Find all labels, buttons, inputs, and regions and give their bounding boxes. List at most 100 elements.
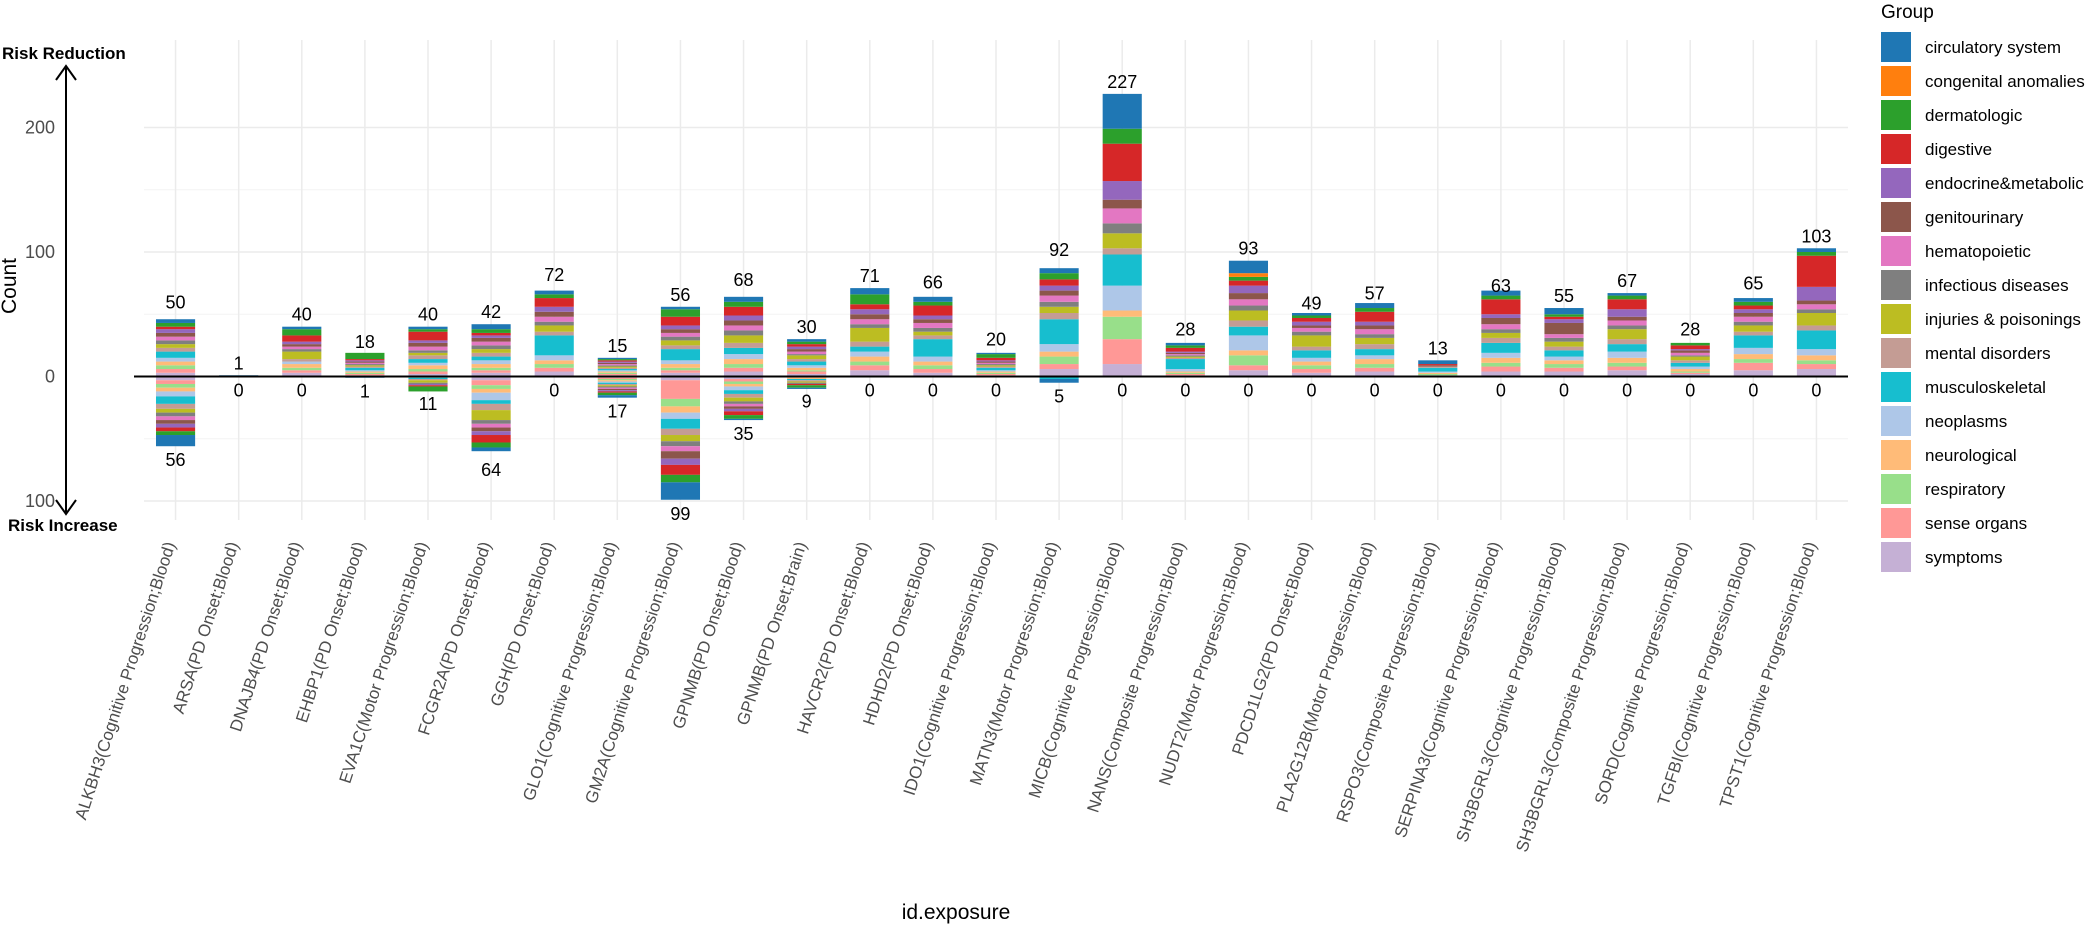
bar-segment <box>1670 366 1710 370</box>
bar-segment <box>1544 314 1584 317</box>
bar-segment <box>976 366 1016 368</box>
bar-segment <box>345 359 385 361</box>
bar-segment <box>850 346 890 352</box>
bar-segment <box>1481 342 1521 353</box>
bar-segment <box>155 380 196 384</box>
bar-segment <box>1102 285 1142 311</box>
bar-segment <box>976 372 1016 375</box>
bar-segment <box>534 306 574 312</box>
bar-segment <box>155 427 196 432</box>
bar-segment <box>723 354 764 360</box>
bar-segment <box>1733 321 1773 326</box>
bar-segment <box>1733 362 1773 371</box>
bar-segment <box>1607 344 1647 352</box>
bar-segment <box>1102 248 1142 255</box>
bar-segment <box>1544 316 1584 320</box>
positive-total-label: 28 <box>1175 320 1195 340</box>
bar-segment <box>345 352 385 360</box>
bar-segment <box>913 356 953 362</box>
positive-total-label: 40 <box>292 305 312 325</box>
bar-segment <box>1481 332 1521 338</box>
bar-segment <box>850 341 890 347</box>
bar-segment <box>913 315 953 320</box>
bar-segment <box>1733 370 1773 377</box>
bar-segment <box>723 401 764 404</box>
bar-segment <box>660 325 701 330</box>
bar-segment <box>660 345 701 350</box>
bar-segment <box>787 381 827 383</box>
bar-segment <box>282 367 322 371</box>
bar-segment <box>408 369 448 372</box>
bar-segment <box>534 335 574 356</box>
bar-segment <box>723 376 764 379</box>
bar-segment <box>408 352 448 356</box>
bar-segment <box>850 294 890 305</box>
legend-swatch <box>1881 304 1911 334</box>
x-tick-label: EHBP1(PD Onset;Blood) <box>292 539 368 725</box>
bar-segment <box>1039 285 1079 291</box>
bar-segment <box>1165 347 1205 352</box>
legend-label: congenital anomalies <box>1925 72 2085 91</box>
bar-segment <box>471 442 511 448</box>
bar-segment <box>155 336 196 341</box>
bar-segment <box>1544 364 1584 368</box>
bar-segment <box>976 374 1016 376</box>
bar-segment <box>850 327 890 342</box>
bar-segment <box>1607 370 1647 377</box>
bar-segment <box>597 382 637 384</box>
bar-segment <box>1670 360 1710 363</box>
bar-segment <box>913 339 953 357</box>
legend-swatch <box>1881 100 1911 130</box>
positive-total-label: 42 <box>481 302 501 322</box>
bar-segment <box>1796 369 1837 377</box>
x-tick-label: GPNMB(PD Onset;Blood) <box>669 539 748 731</box>
bar-segment <box>1291 346 1332 351</box>
bar-segment <box>1796 309 1837 314</box>
bar-segment <box>660 446 701 452</box>
bar-segment <box>1291 317 1332 322</box>
legend-label: digestive <box>1925 140 1992 159</box>
bar-segment <box>1481 314 1521 318</box>
bar-segment <box>1607 316 1647 321</box>
bar-segment <box>1102 143 1142 182</box>
bar-segment <box>471 332 511 336</box>
bar-segment <box>1733 316 1773 322</box>
legend-label: neoplasms <box>1925 412 2007 431</box>
bar-segment <box>723 390 764 394</box>
bar-segment <box>1544 367 1584 372</box>
bar-segment <box>913 365 953 370</box>
bar-segment <box>1165 354 1205 356</box>
bar-segment <box>1733 354 1773 360</box>
bar-segment <box>155 340 196 345</box>
bar-segment <box>1796 360 1837 365</box>
bar-segment <box>787 365 827 368</box>
negative-total-label: 0 <box>1180 381 1190 401</box>
bar-segment <box>1355 344 1395 350</box>
bar-segment <box>282 346 322 350</box>
positive-total-label: 67 <box>1617 271 1637 291</box>
bar-segment <box>155 396 196 404</box>
bar-segment <box>597 364 637 366</box>
bar-segment <box>597 392 637 396</box>
bar-segment <box>345 365 385 367</box>
bar-segment <box>723 415 764 419</box>
bar-segment <box>723 325 764 331</box>
bar-segment <box>660 458 701 465</box>
bars-layer <box>155 93 1837 500</box>
bar-segment <box>155 408 196 413</box>
bar-segment <box>408 326 448 330</box>
bar-segment <box>1355 321 1395 326</box>
positive-total-label: 93 <box>1238 239 1258 259</box>
bar-segment <box>1039 344 1079 352</box>
bar-segment <box>723 342 764 348</box>
bar-segment <box>1228 320 1269 327</box>
bar-segment <box>471 356 511 361</box>
bar-segment <box>850 304 890 310</box>
bar-segment <box>282 349 322 352</box>
bar-segment <box>597 371 637 373</box>
bar-segment <box>282 359 322 362</box>
bar-segment <box>976 371 1016 373</box>
bar-segment <box>976 362 1016 365</box>
bar-segment <box>155 332 196 337</box>
bar-segment <box>850 370 890 377</box>
